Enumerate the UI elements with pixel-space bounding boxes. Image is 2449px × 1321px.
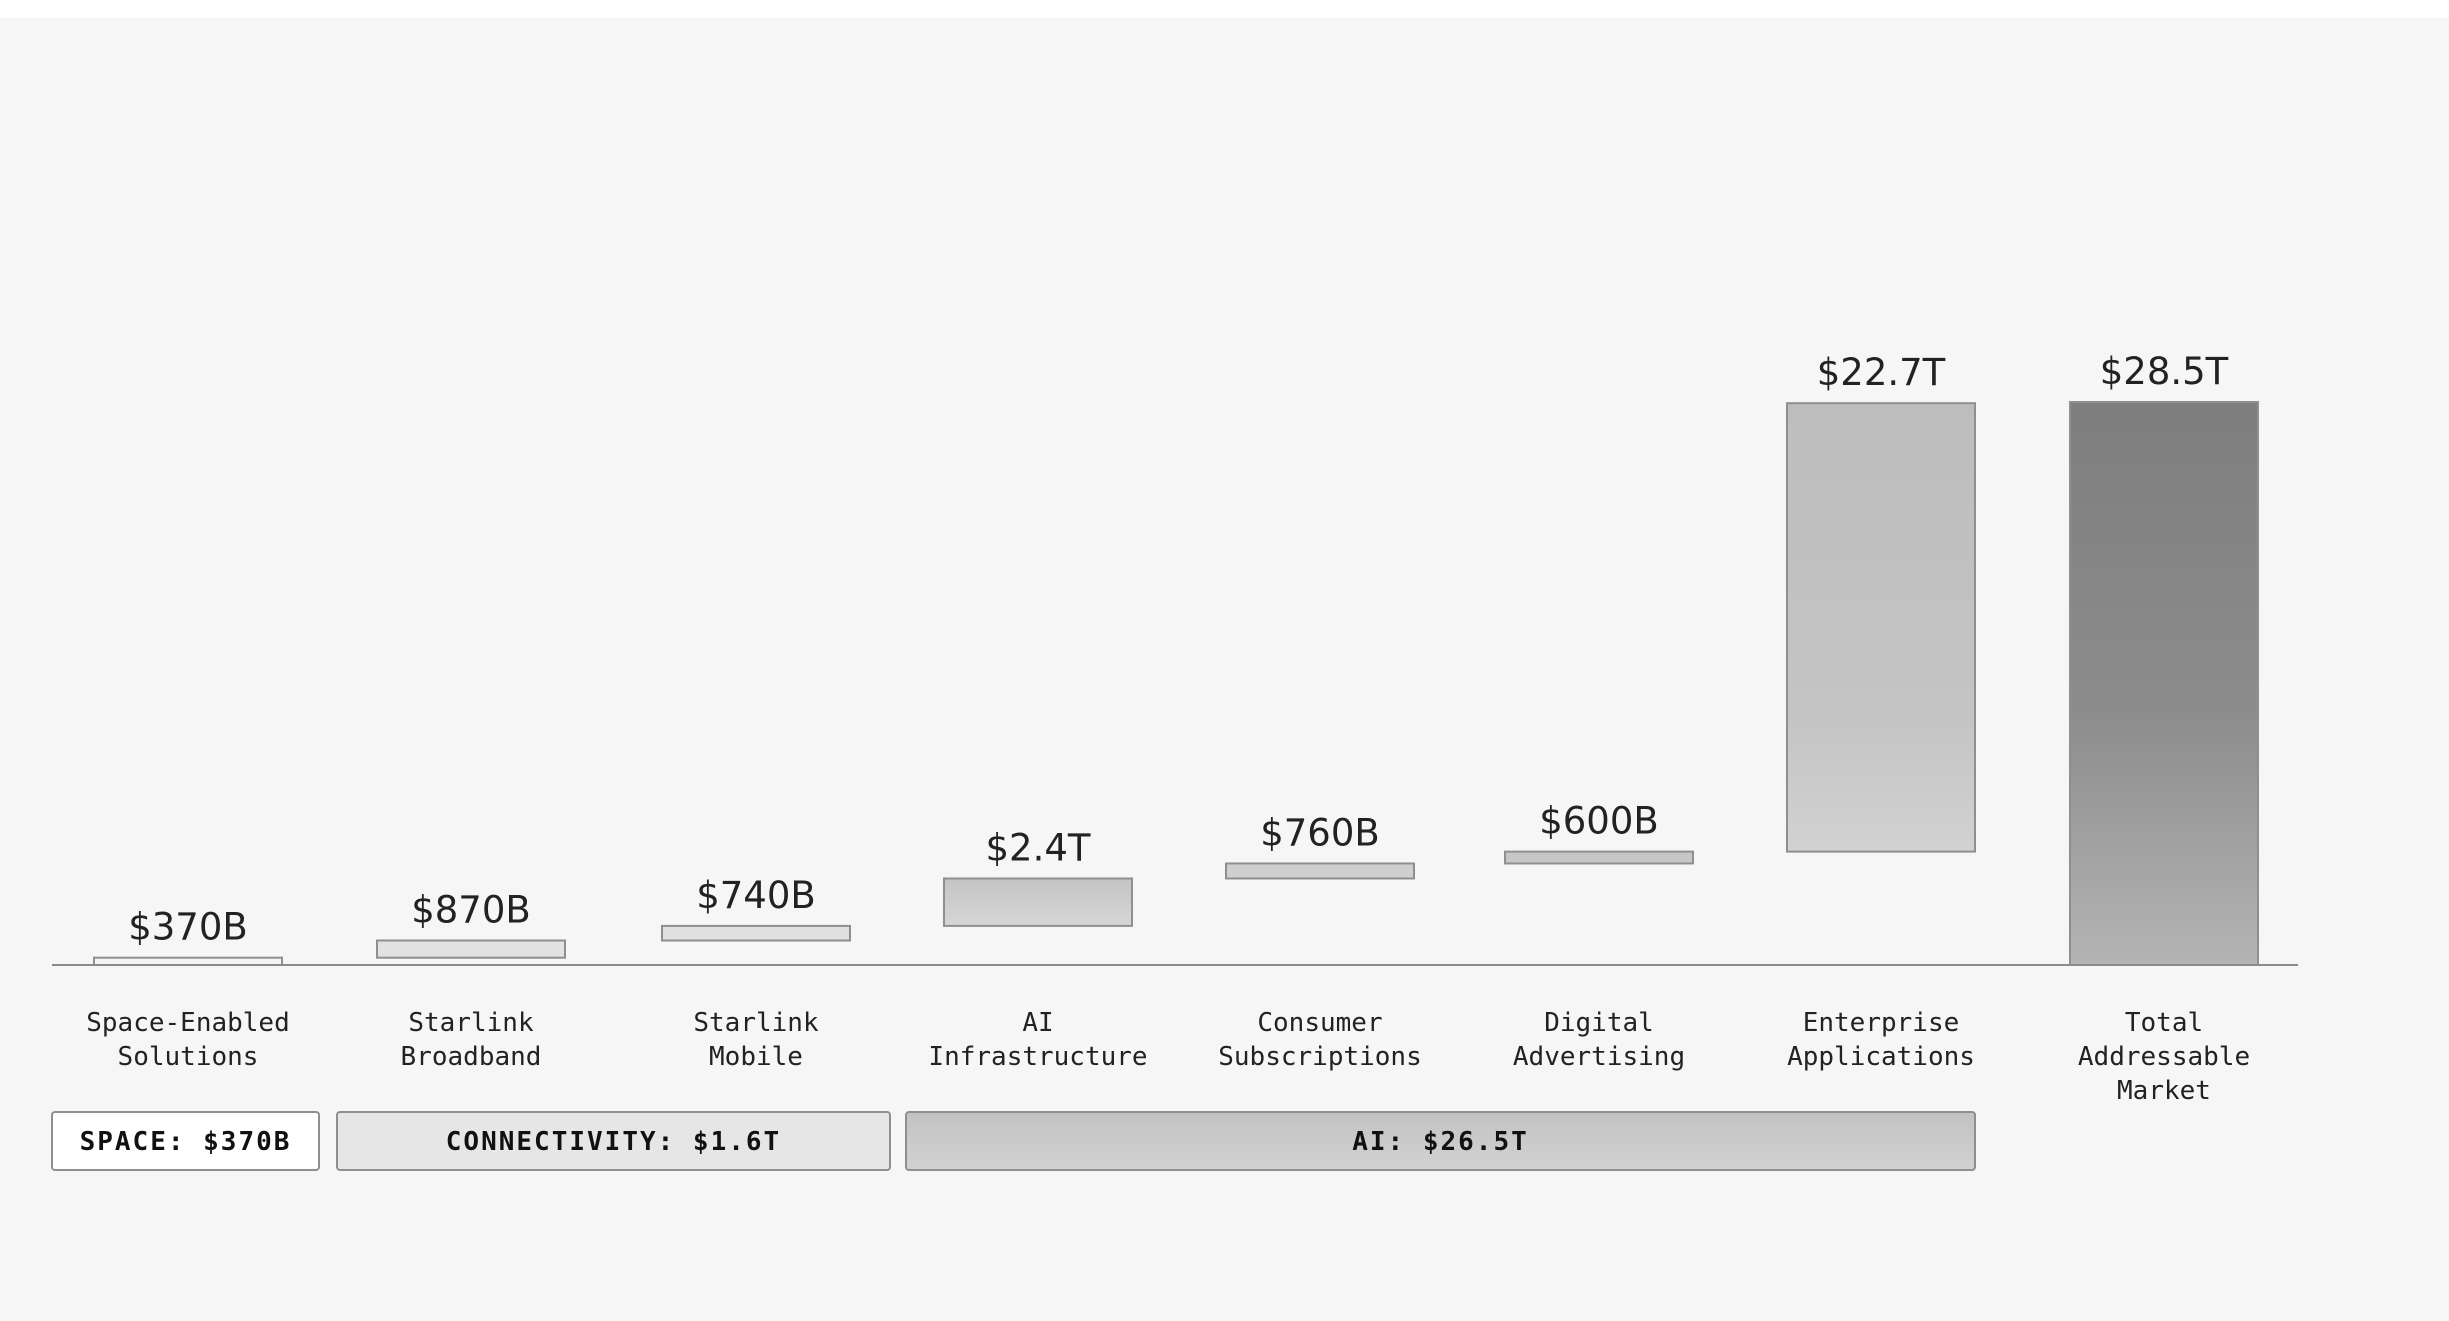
- bar-total-addressable-market: [2069, 401, 2259, 966]
- category-label-line: Starlink: [693, 1008, 819, 1038]
- category-label-digital-advertising: Digital Advertising: [1513, 1008, 1685, 1072]
- category-label-line: Consumer: [1257, 1008, 1382, 1038]
- bar-enterprise-applications: [1786, 402, 1976, 853]
- category-label-line: Starlink: [408, 1008, 534, 1038]
- category-label-line: Advertising: [1513, 1042, 1685, 1072]
- value-label-ai-infrastructure: $2.4T: [986, 826, 1091, 869]
- waterfall-chart: $370B Space-Enabled Solutions $870B Starlink…: [51, 350, 2298, 1171]
- value-label-starlink-mobile: $740B: [696, 874, 816, 917]
- category-label-line: AI: [1022, 1008, 1053, 1038]
- category-label-line: Market: [2117, 1076, 2211, 1106]
- category-label-line: Broadband: [401, 1042, 542, 1072]
- category-label-consumer-subscriptions: Consumer Subscriptions: [1218, 1008, 1422, 1072]
- bar-starlink-broadband: [376, 939, 566, 959]
- bar-starlink-mobile: [661, 924, 851, 942]
- category-label-line: Solutions: [118, 1042, 259, 1072]
- category-label-line: Subscriptions: [1218, 1042, 1422, 1072]
- value-label-enterprise-applications: $22.7T: [1817, 351, 1946, 394]
- category-label-starlink-broadband: Starlink Broadband: [401, 1008, 542, 1072]
- category-label-space-enabled-solutions: Space-Enabled Solutions: [86, 1008, 290, 1072]
- bar-consumer-subscriptions: [1225, 862, 1415, 880]
- bar-space-enabled-solutions: [93, 956, 283, 966]
- category-label-line: Infrastructure: [928, 1042, 1147, 1072]
- chart-panel: $370B Space-Enabled Solutions $870B Starlink…: [0, 18, 2449, 1321]
- category-label-line: Applications: [1787, 1042, 1975, 1072]
- value-label-consumer-subscriptions: $760B: [1260, 811, 1380, 854]
- category-label-line: Space-Enabled: [86, 1008, 290, 1038]
- value-label-digital-advertising: $600B: [1539, 800, 1659, 843]
- value-label-space-enabled-solutions: $370B: [128, 906, 248, 949]
- group-box-space: [51, 1111, 320, 1171]
- group-label-space: SPACE: $370B: [80, 1127, 292, 1157]
- group-box-connectivity: [336, 1111, 891, 1171]
- value-label-total-addressable-market: $28.5T: [2100, 350, 2229, 393]
- category-label-line: Mobile: [709, 1042, 803, 1072]
- category-label-starlink-mobile: Starlink Mobile: [693, 1008, 819, 1072]
- category-label-total-addressable-market: Total Addressable Market: [2078, 1008, 2250, 1106]
- category-label-ai-infrastructure: AI Infrastructure: [928, 1008, 1147, 1072]
- category-label-line: Total: [2125, 1008, 2203, 1038]
- group-label-connectivity: CONNECTIVITY: $1.6T: [446, 1127, 781, 1157]
- category-label-line: Enterprise: [1803, 1008, 1960, 1038]
- category-label-line: Addressable: [2078, 1042, 2250, 1072]
- bar-ai-infrastructure: [943, 877, 1133, 927]
- category-label-enterprise-applications: Enterprise Applications: [1787, 1008, 1975, 1072]
- group-box-ai: [905, 1111, 1976, 1171]
- category-label-line: Digital: [1544, 1008, 1654, 1038]
- group-label-ai: AI: $26.5T: [1352, 1127, 1529, 1157]
- bar-digital-advertising: [1504, 850, 1694, 865]
- value-label-starlink-broadband: $870B: [411, 889, 531, 932]
